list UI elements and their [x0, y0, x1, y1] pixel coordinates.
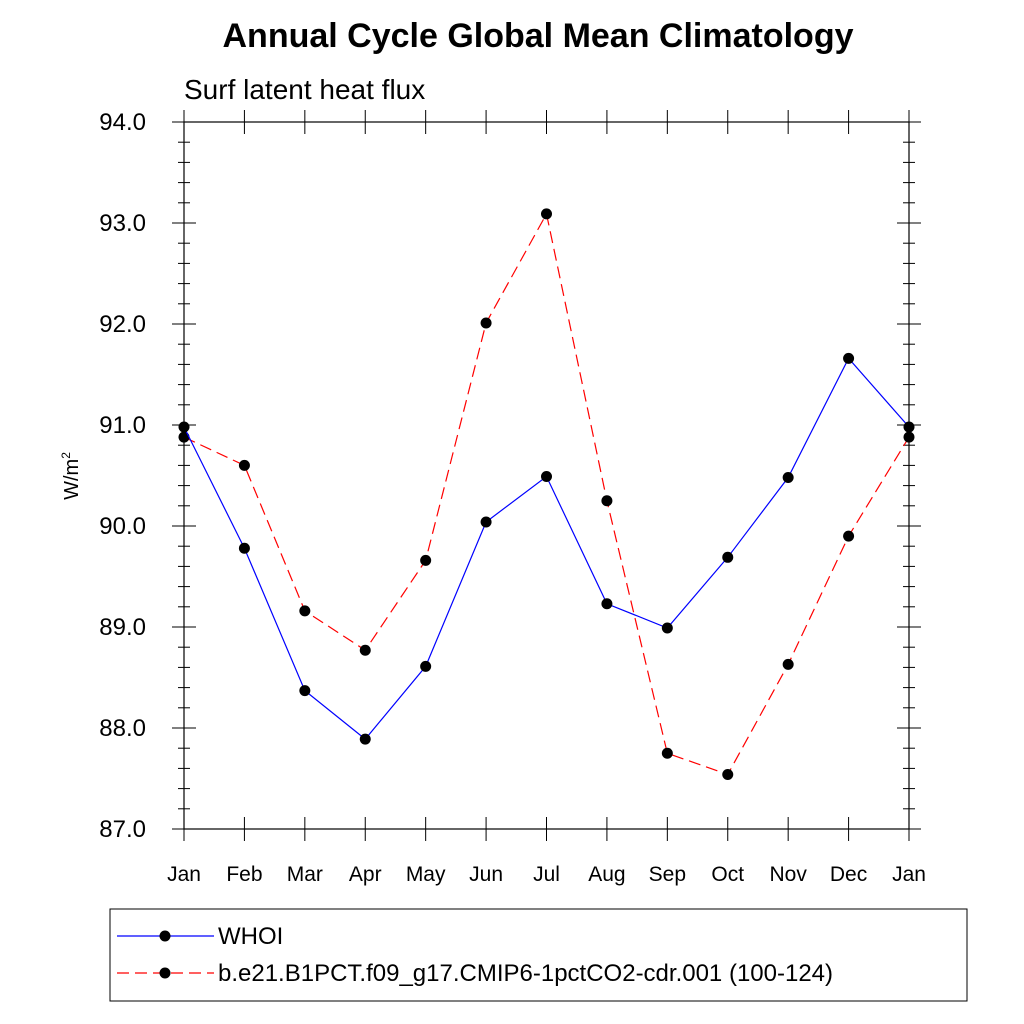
- data-point: [480, 317, 492, 329]
- legend-marker: [159, 967, 171, 979]
- y-tick-label: 93.0: [99, 210, 146, 237]
- legend-marker: [159, 930, 171, 942]
- data-point: [420, 554, 432, 566]
- x-tick-label: Jan: [167, 863, 201, 886]
- data-point: [178, 431, 190, 443]
- x-tick-label: Jan: [892, 863, 926, 886]
- legend-box: [109, 908, 968, 1002]
- y-tick-label: 87.0: [99, 816, 146, 843]
- data-point: [299, 685, 311, 697]
- x-tick-label: Sep: [649, 863, 686, 886]
- data-point: [722, 551, 734, 563]
- data-point: [541, 208, 552, 220]
- y-tick-label: 91.0: [99, 412, 146, 439]
- axis-ticks: [172, 110, 921, 841]
- y-tick-label: 89.0: [99, 614, 146, 641]
- y-tick-label: 88.0: [99, 715, 146, 742]
- chart-subtitle: Surf latent heat flux: [184, 74, 425, 105]
- legend: WHOI b.e21.B1PCT.f09_g17.CMIP6-1pctCO2-cd…: [117, 923, 833, 987]
- data-point: [299, 605, 311, 617]
- data-point: [782, 472, 794, 484]
- x-tick-label: Jun: [469, 863, 503, 886]
- data-point: [601, 598, 613, 610]
- data-point: [782, 658, 794, 670]
- series-whoi: [178, 352, 915, 745]
- x-tick-label: Nov: [769, 863, 807, 886]
- data-point: [903, 431, 915, 443]
- legend-label: b.e21.B1PCT.f09_g17.CMIP6-1pctCO2-cdr.00…: [218, 960, 833, 987]
- legend-label: WHOI: [218, 923, 283, 950]
- series-line: [183, 357, 910, 740]
- x-tick-label: Apr: [349, 863, 382, 886]
- y-tick-label: 92.0: [99, 311, 146, 338]
- data-point: [480, 516, 492, 528]
- x-tick-label: Dec: [830, 863, 867, 886]
- series-line: [183, 212, 910, 776]
- data-point: [238, 542, 250, 554]
- chart-title: Annual Cycle Global Mean Climatology: [223, 17, 854, 55]
- data-point: [541, 471, 552, 483]
- x-tick-label: Oct: [711, 863, 744, 886]
- data-point: [359, 733, 371, 745]
- x-tick-label: Mar: [287, 863, 323, 886]
- data-point: [722, 768, 734, 780]
- x-tick-label: Jul: [533, 863, 560, 886]
- x-tick-labels: Jan Feb Mar Apr May Jun Jul Aug Sep Oct Nov Dec Jan: [167, 863, 926, 886]
- data-point: [178, 421, 190, 433]
- data-point: [843, 352, 855, 364]
- x-tick-label: Feb: [226, 863, 262, 886]
- y-tick-label: 90.0: [99, 513, 146, 540]
- data-point: [843, 530, 855, 542]
- x-tick-label: Aug: [588, 863, 625, 886]
- data-point: [238, 459, 250, 471]
- series-cesm: [178, 208, 915, 780]
- y-tick-label: 94.0: [99, 109, 146, 136]
- series-layer: [178, 208, 915, 780]
- data-point: [661, 747, 673, 759]
- data-point: [903, 421, 915, 433]
- data-point: [601, 495, 613, 507]
- y-axis-label: W/m2: [59, 452, 83, 500]
- data-point: [420, 660, 432, 672]
- data-point: [661, 622, 673, 634]
- data-point: [359, 644, 371, 656]
- y-tick-labels: 87.0 88.0 89.0 90.0 91.0 92.0 93.0 94.0: [99, 109, 146, 843]
- x-tick-label: May: [406, 863, 446, 886]
